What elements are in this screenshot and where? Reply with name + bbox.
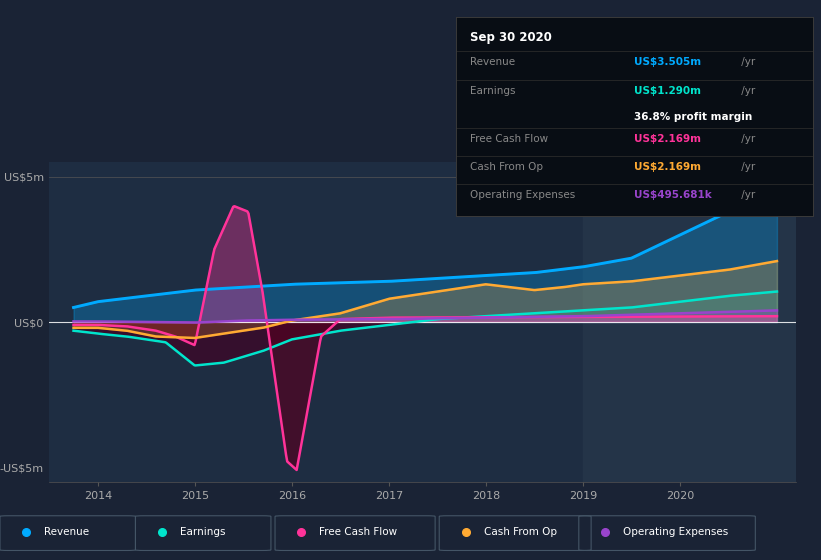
Text: US$3.505m: US$3.505m <box>635 57 701 67</box>
Text: Free Cash Flow: Free Cash Flow <box>319 527 397 537</box>
Text: Cash From Op: Cash From Op <box>470 162 543 172</box>
Text: US$495.681k: US$495.681k <box>635 190 712 200</box>
Text: /yr: /yr <box>738 162 755 172</box>
Text: Earnings: Earnings <box>180 527 225 537</box>
Text: Revenue: Revenue <box>44 527 89 537</box>
Text: 36.8% profit margin: 36.8% profit margin <box>635 112 753 122</box>
Text: /yr: /yr <box>738 190 755 200</box>
Text: Free Cash Flow: Free Cash Flow <box>470 134 548 144</box>
Text: Earnings: Earnings <box>470 86 516 96</box>
Text: /yr: /yr <box>738 86 755 96</box>
Text: Operating Expenses: Operating Expenses <box>470 190 576 200</box>
Text: Cash From Op: Cash From Op <box>484 527 557 537</box>
Text: US$2.169m: US$2.169m <box>635 162 701 172</box>
Bar <box>583 162 796 482</box>
Text: US$1.290m: US$1.290m <box>635 86 701 96</box>
Text: Sep 30 2020: Sep 30 2020 <box>470 31 552 44</box>
Text: Revenue: Revenue <box>470 57 515 67</box>
Text: Operating Expenses: Operating Expenses <box>623 527 728 537</box>
Text: /yr: /yr <box>738 134 755 144</box>
Text: /yr: /yr <box>738 57 755 67</box>
Text: US$2.169m: US$2.169m <box>635 134 701 144</box>
